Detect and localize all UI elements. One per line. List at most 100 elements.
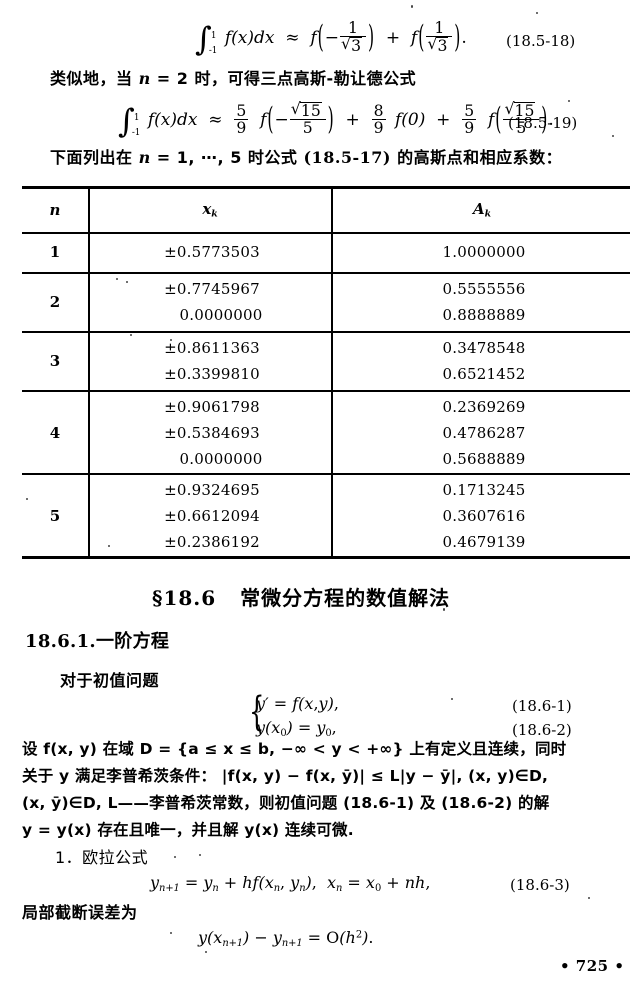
scan-speck (205, 951, 207, 953)
table-intro-paragraph: 下面列出在 n = 1, ⋯, 5 时公式 (18.5-17) 的高斯点和相应系… (50, 150, 562, 166)
f-at-zero: f(0) (394, 109, 426, 130)
table-cell-x: ±0.9324695 (164, 481, 260, 499)
scan-speck (26, 498, 28, 500)
scan-speck (174, 856, 176, 858)
table-cell-A: 0.1713245 (442, 481, 526, 499)
paren-open-a: ( (267, 98, 274, 137)
initial-problem-label: 对于初值问题 (60, 671, 160, 690)
frac-b-denominator: 5 (503, 118, 540, 136)
fraction-denominator: 3 (339, 35, 366, 55)
section-heading: §18.6 常微分方程的数值解法 (152, 588, 450, 608)
integrand-2: f(x)dx (147, 109, 198, 130)
table-cell-x: ±0.8611363 (164, 339, 260, 357)
table-cell-x: ±0.7745967 (164, 280, 260, 298)
y-prime: y′ (256, 694, 269, 713)
fraction-sqrt15-over-5-a: 155 (289, 101, 326, 136)
equation-tag-18-5-19: (18.5-19) (508, 114, 578, 132)
scan-speck (451, 698, 453, 700)
table-cell-x: ±0.6612094 (164, 507, 260, 525)
scan-speck (588, 897, 590, 899)
sep-3 (317, 873, 327, 892)
minus-t: − (249, 928, 273, 947)
integral-lower-limit: -1 (208, 45, 218, 56)
intro-prefix: 下面列出在 (50, 148, 139, 167)
table-row: 4 (49, 424, 61, 442)
function-f: f (310, 27, 317, 48)
section-title: 常微分方程的数值解法 (240, 586, 451, 610)
period: . (461, 27, 467, 48)
gauss-points-table: n xk Ak 1 ±0.5773503 1.0000000 2 ±0.7745… (22, 186, 630, 560)
equals-t: = (302, 928, 327, 947)
table-cell-x: ±0.3399810 (164, 365, 260, 383)
plus-sign-b: + (430, 109, 456, 130)
similarly-rest: = 2 时，可得三点高斯-勒让德公式 (150, 69, 417, 88)
table-row: 3 (49, 352, 61, 370)
scan-speck (568, 100, 570, 102)
fraction-numerator: 1 (347, 18, 358, 37)
table-cell-A: 0.4786287 (442, 424, 526, 442)
header-x-subscript: k (211, 208, 218, 220)
frac-a-numerator: 15 (290, 101, 326, 120)
sqrt-symbol: 3 (341, 35, 364, 55)
equation-tag-18-6-1: (18.6-1) (512, 697, 572, 715)
intro-mid: = 1, ⋯, 5 时公式 (150, 148, 304, 167)
big-O-h-squared: O(h2). (326, 928, 374, 947)
scan-speck (130, 334, 132, 336)
truncation-error-label: 局部截断误差为 (22, 903, 138, 922)
y-of-x-n-plus-1: y(xn+1) (198, 928, 250, 949)
table-cell-A: 0.5688889 (442, 450, 526, 468)
sqrt-symbol-a: 15 (291, 101, 324, 120)
equals-4: = (342, 873, 366, 892)
table-header-n: n (49, 201, 61, 219)
sqrt-symbol-2: 3 (427, 36, 450, 54)
table-header-A: Ak (473, 202, 491, 219)
table-cell-A: 0.4679139 (442, 533, 526, 551)
radicand-a: 15 (299, 101, 322, 120)
radicand: 3 (350, 35, 363, 55)
frac-a-denominator: 5 (289, 118, 326, 136)
approx-sign-2: ≈ (202, 109, 228, 130)
subsection-heading: 18.6.1.一阶方程 (25, 633, 169, 651)
table-top-rule (22, 186, 630, 190)
table-row: 1 (49, 243, 61, 261)
scan-speck (116, 278, 118, 280)
euler-formula-label: 1．欧拉公式 (55, 848, 149, 867)
table-cell-x: ±0.5384693 (164, 424, 260, 442)
table-cell-A: 0.3607616 (442, 507, 526, 525)
approx-sign: ≈ (279, 27, 305, 48)
plus-3: + (218, 873, 243, 892)
variable-n-2: n (138, 148, 151, 167)
coef1-numerator: 5 (236, 101, 247, 120)
y-n-plus-1: yn+1 (150, 873, 180, 894)
body-line-2: 关于 y 满足李普希茨条件： |f(x, y) − f(x, ȳ)| ≤ L|y… (22, 767, 549, 785)
h-f-term: hf(xn, yn), (242, 873, 317, 894)
paren-open: ( (317, 16, 324, 55)
equation-tag-18-6-2: (18.6-2) (512, 721, 572, 739)
x-n: xn (327, 873, 343, 894)
table-cell-x: 0.0000000 (179, 306, 263, 324)
table-cell-A: 0.2369269 (442, 398, 526, 416)
equation-18-6-3: yn+1 = yn + hf(xn, yn), xn = x0 + nh, (150, 875, 430, 894)
paren-close-a: ) (327, 98, 334, 137)
table-cell-A: 0.6521452 (442, 365, 526, 383)
table-row: 2 (49, 293, 61, 311)
integral-upper-limit: 1 (210, 30, 217, 41)
table-bottom-rule (22, 556, 630, 560)
system-brace: { (249, 689, 265, 735)
period-2: . (548, 109, 554, 130)
frac-b-numerator: 15 (503, 101, 539, 120)
function-f-a: f (254, 109, 267, 130)
y0: y0, (316, 718, 337, 739)
fraction-one-over-sqrt3-2: 13 (426, 20, 453, 54)
radicand-b: 15 (513, 101, 536, 120)
paren-close-b: ) (541, 98, 548, 137)
table-row-rule-2 (22, 331, 630, 333)
integral-sign-2: ∫ (118, 101, 135, 140)
table-cell-A: 0.3478548 (442, 339, 526, 357)
fraction-denominator-2: 3 (426, 35, 453, 54)
table-cell-A: 1.0000000 (442, 243, 526, 261)
integral-sign: ∫ (195, 19, 212, 58)
scan-speck (411, 5, 413, 8)
equation-tag-18-6-3: (18.6-3) (510, 876, 570, 894)
